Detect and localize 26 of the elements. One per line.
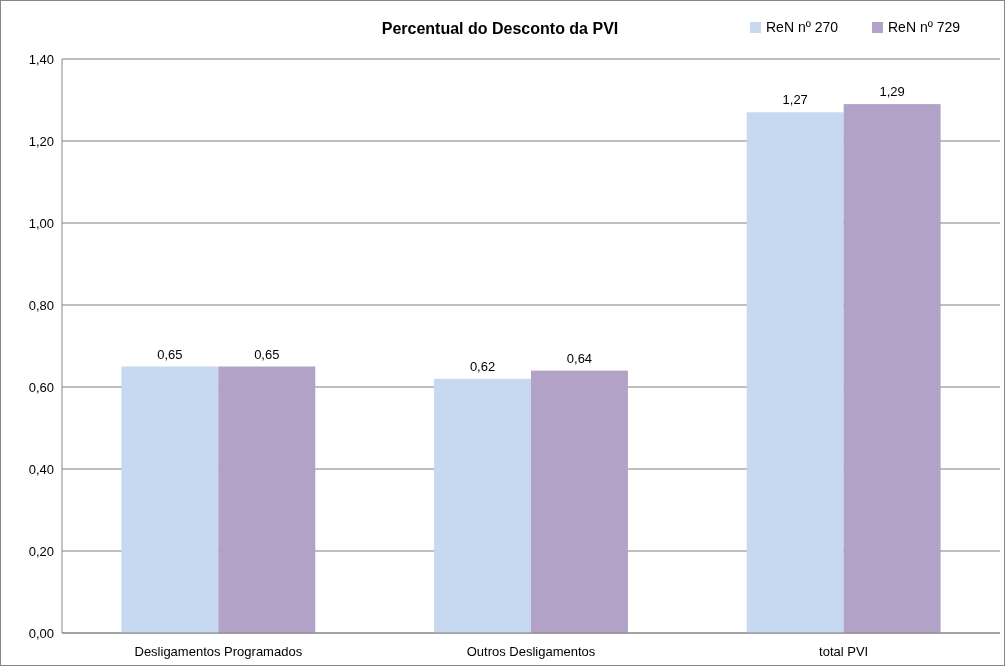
y-tick-label: 0,20 bbox=[28, 543, 54, 559]
data-label: 1,29 bbox=[879, 84, 905, 100]
x-tick-label: total PVI bbox=[819, 644, 869, 659]
x-tick-label: Desligamentos Programados bbox=[134, 644, 303, 659]
bar bbox=[434, 378, 531, 633]
y-tick-label: 0,80 bbox=[28, 297, 54, 313]
data-label: 0,65 bbox=[157, 346, 183, 362]
bar bbox=[843, 104, 941, 633]
legend-label: ReN nº 270 bbox=[766, 19, 839, 35]
chart-title: Percentual do Desconto da PVI bbox=[381, 20, 619, 37]
y-tick-label: 0,40 bbox=[28, 461, 54, 477]
bar bbox=[218, 366, 316, 633]
y-tick-label: 1,00 bbox=[28, 215, 54, 231]
y-tick-label: 1,40 bbox=[28, 51, 54, 67]
bar bbox=[531, 370, 628, 633]
legend-label: ReN nº 729 bbox=[888, 19, 961, 35]
y-tick-label: 0,00 bbox=[28, 625, 54, 641]
bar bbox=[746, 112, 844, 633]
x-tick-label: Outros Desligamentos bbox=[466, 644, 596, 659]
data-label: 0,64 bbox=[566, 350, 593, 366]
data-label: 1,27 bbox=[782, 92, 808, 108]
bar bbox=[121, 366, 219, 633]
data-label: 0,65 bbox=[254, 346, 280, 362]
data-label: 0,62 bbox=[469, 358, 496, 374]
y-tick-label: 1,20 bbox=[28, 133, 54, 149]
y-tick-label: 0,60 bbox=[28, 379, 54, 395]
